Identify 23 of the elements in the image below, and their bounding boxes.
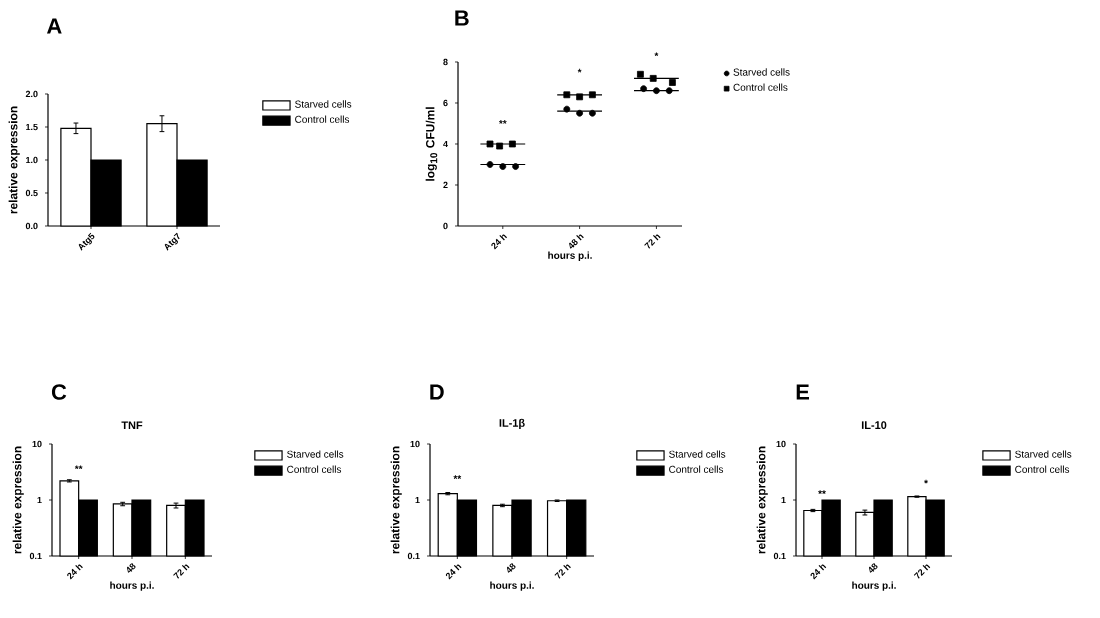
point xyxy=(589,109,596,117)
text: E xyxy=(796,384,809,400)
point xyxy=(512,163,519,170)
point xyxy=(649,75,657,82)
text: D xyxy=(430,384,444,400)
text: A xyxy=(46,18,62,34)
point xyxy=(640,85,647,93)
point xyxy=(486,140,494,148)
point xyxy=(563,91,571,99)
point xyxy=(563,105,571,113)
point xyxy=(665,87,673,95)
point xyxy=(509,140,516,148)
point xyxy=(637,70,644,78)
point xyxy=(669,79,676,86)
point xyxy=(486,161,494,168)
text: C xyxy=(51,384,67,400)
text: B xyxy=(455,10,469,26)
point xyxy=(499,163,507,170)
point xyxy=(576,93,583,101)
point xyxy=(496,142,503,150)
point xyxy=(576,109,583,117)
point xyxy=(653,87,660,95)
point xyxy=(589,91,596,99)
